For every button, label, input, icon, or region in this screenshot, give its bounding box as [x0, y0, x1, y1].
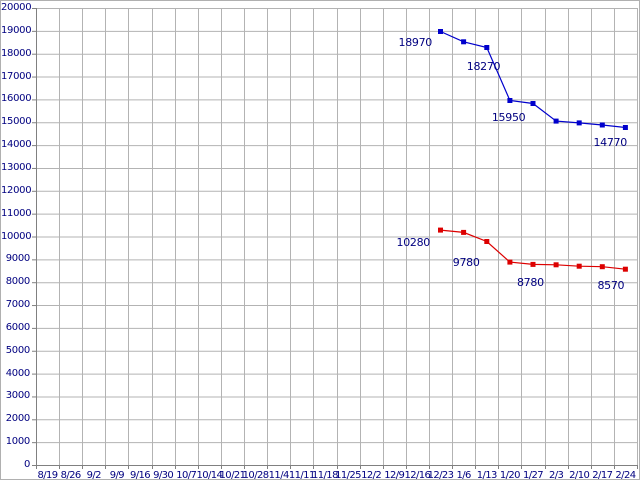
data-point-marker: [438, 227, 443, 233]
x-axis-tick-label: 2/24: [615, 470, 636, 481]
y-axis-tick-label: 8000: [5, 276, 31, 288]
series-line: [440, 30, 626, 129]
x-axis-tick-label: 11/11: [288, 470, 315, 481]
series-blue: [438, 29, 628, 130]
x-axis-tick-label: 12/2: [361, 470, 382, 481]
data-point-marker: [576, 120, 582, 126]
y-axis-tick-label: 0: [23, 459, 30, 470]
data-point-marker: [484, 239, 490, 244]
data-point-marker: [461, 39, 467, 45]
data-point-marker: [530, 261, 536, 267]
y-axis-tick-label: 2000: [5, 413, 31, 425]
data-point-marker: [438, 29, 443, 34]
x-axis-tick-label: 10/28: [242, 470, 269, 481]
plot-area: [32, 8, 638, 469]
y-axis-tick-label: 17000: [1, 70, 32, 82]
data-point-marker: [530, 101, 536, 106]
y-axis-tick-label: 4000: [5, 367, 31, 379]
x-axis-tick-label: 12/16: [404, 470, 431, 481]
data-point-marker: [599, 122, 605, 128]
chart-series-layer: [438, 29, 628, 272]
x-axis-tick-label: 12/9: [384, 470, 405, 481]
x-axis-tick-label: 12/23: [427, 470, 454, 481]
data-point-marker: [599, 264, 605, 270]
data-point-value-label: 8780: [516, 276, 544, 290]
y-axis-tick-label: 15000: [1, 116, 32, 128]
data-point-value-label: 8570: [597, 279, 625, 293]
y-axis-tick-label: 12000: [1, 184, 32, 196]
x-axis-tick-label: 9/2: [86, 470, 102, 481]
y-axis-tick-label: 1000: [5, 436, 31, 448]
x-axis-tick-label: 1/20: [499, 470, 521, 481]
x-axis-tick-label: 9/9: [109, 470, 125, 481]
y-axis-tick-label: 16000: [1, 93, 32, 105]
data-point-marker: [507, 259, 513, 265]
y-axis-tick-label: 11000: [1, 207, 32, 219]
data-point-marker: [622, 266, 628, 272]
data-point-marker: [507, 98, 513, 103]
x-axis-tick-label: 8/19: [37, 470, 59, 481]
x-axis-tick-label: 9/16: [129, 470, 151, 481]
x-axis-tick-label: 11/18: [312, 470, 338, 481]
y-axis-tick-label: 14000: [1, 139, 32, 151]
data-point-marker: [576, 263, 582, 269]
y-axis-tick-label: 9000: [5, 253, 31, 265]
data-point-value-label: 14770: [593, 135, 627, 149]
data-point-marker: [484, 45, 490, 50]
y-axis-tick-label: 3000: [5, 390, 31, 402]
y-axis-tick-label: 20000: [1, 2, 32, 13]
data-point-value-label: 10280: [396, 236, 431, 250]
y-axis-tick-label: 6000: [5, 321, 31, 333]
data-point-marker: [461, 229, 467, 235]
y-axis-tick-label: 7000: [5, 299, 31, 311]
x-axis-tick-label: 10/14: [196, 470, 223, 481]
chart-gridlines: [32, 8, 638, 469]
x-axis-tick-label: 8/26: [60, 470, 82, 481]
x-axis-tick-label: 2/10: [569, 470, 590, 481]
y-axis-tick-label: 19000: [1, 24, 32, 36]
y-axis-tick-label: 5000: [5, 344, 31, 356]
x-axis-tick-label: 11/25: [335, 470, 361, 481]
y-axis-tick-label: 13000: [1, 161, 32, 173]
x-axis-tick-label: 1/13: [476, 470, 498, 481]
x-axis-tick-label: 2/3: [548, 470, 564, 481]
x-axis-tick-label: 10/21: [219, 470, 246, 481]
x-axis-tick-label: 9/30: [153, 470, 174, 481]
x-axis-tick-label: 1/27: [522, 470, 544, 481]
data-point-marker: [622, 125, 628, 130]
data-point-value-label: 18970: [398, 35, 433, 49]
data-point-value-label: 18270: [466, 59, 501, 73]
x-axis-tick-label: 10/7: [176, 470, 197, 481]
data-point-marker: [553, 262, 559, 268]
x-axis-tick-label: 2/17: [592, 470, 613, 481]
data-point-marker: [553, 118, 559, 124]
series-red: [438, 227, 628, 272]
data-point-value-label: 9780: [452, 255, 480, 269]
x-axis-tick-label: 1/6: [456, 470, 471, 481]
data-point-value-label: 15950: [491, 110, 526, 124]
x-axis-tick-label: 11/4: [268, 470, 290, 481]
y-axis-tick-label: 18000: [1, 47, 32, 59]
y-axis-tick-label: 10000: [1, 230, 32, 242]
